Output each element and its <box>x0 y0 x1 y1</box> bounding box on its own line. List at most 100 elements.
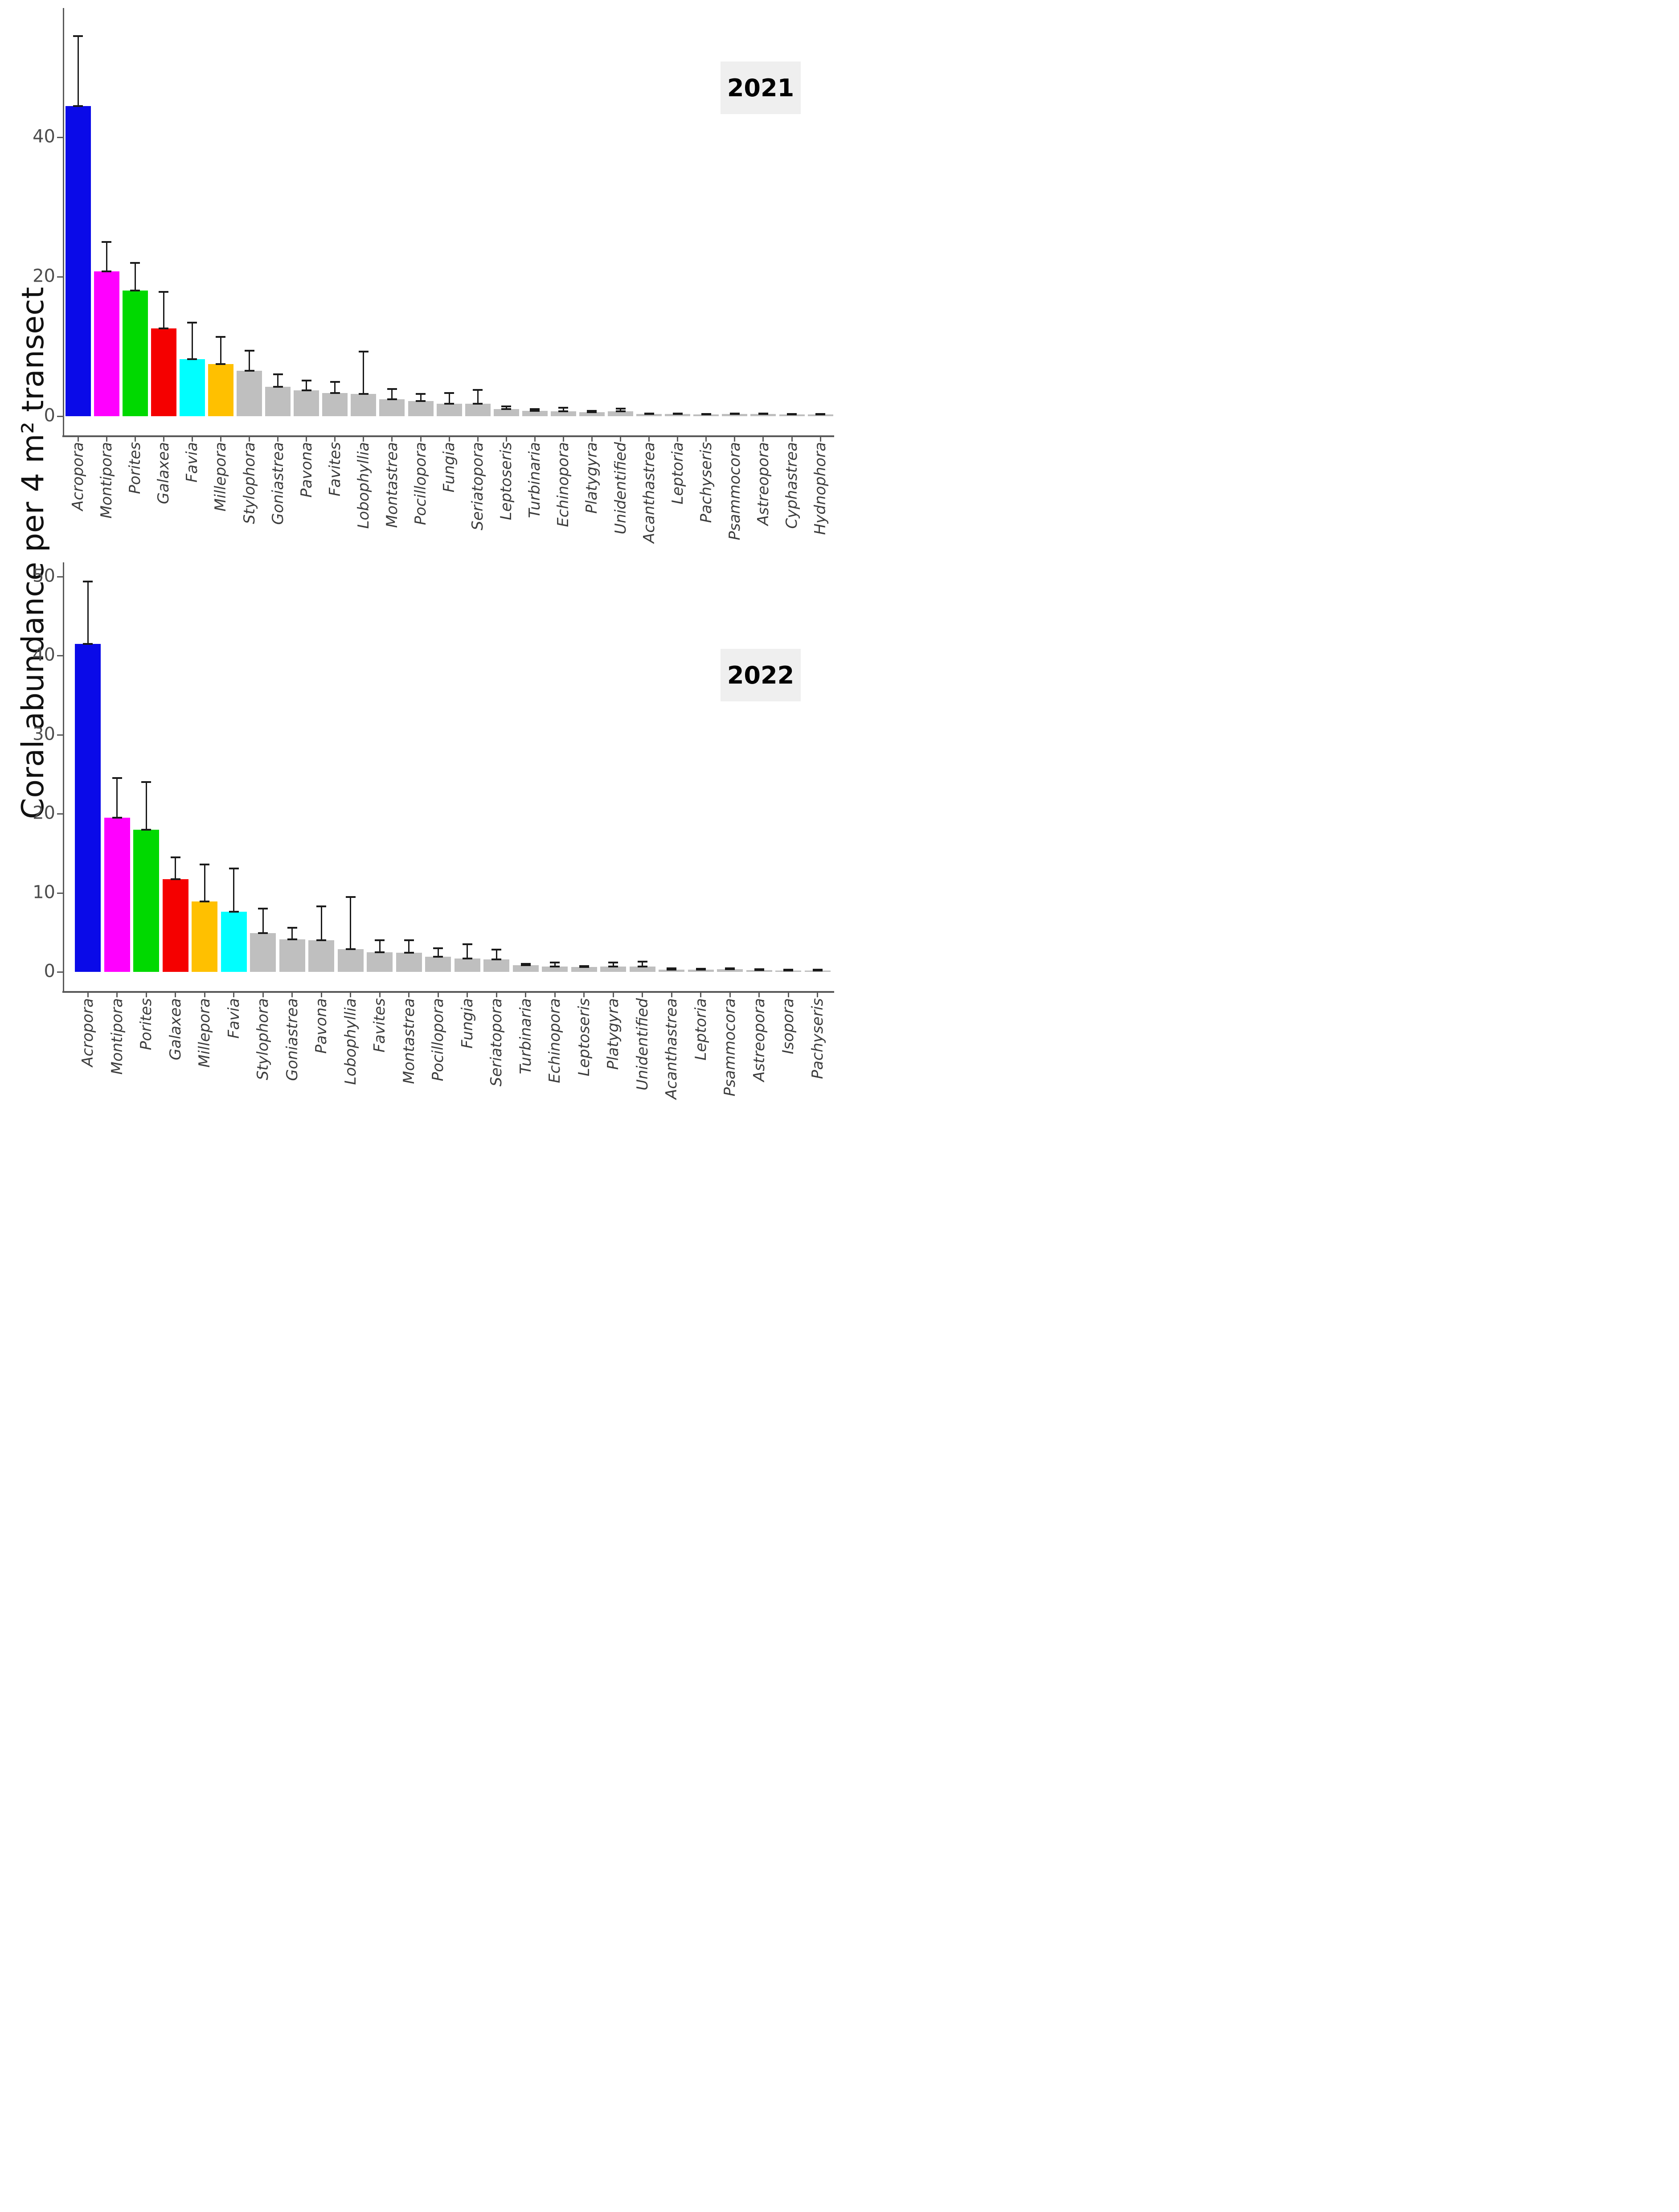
error-bar-cap-bottom-favia <box>229 911 239 913</box>
year-badge-2021: 2021 <box>721 61 801 114</box>
x-tick-pavona <box>320 993 322 997</box>
error-bar-line-unidentified <box>642 961 643 967</box>
y-tick-label: 0 <box>44 405 55 426</box>
x-tick-label-text-platygyra: Platygyra <box>583 442 601 514</box>
x-tick-label-text-favites: Favites <box>326 442 344 496</box>
bar-pavona <box>294 390 319 416</box>
error-bar-cap-bottom-fungia <box>462 957 472 959</box>
x-tick-pachyseris <box>705 437 707 442</box>
bar-montipora <box>94 271 119 416</box>
error-bar-cap-bottom-astreopora <box>758 413 768 415</box>
error-bar-line-unidentified <box>620 408 621 412</box>
x-tick-label-text-psammocora: Psammocora <box>725 442 744 541</box>
error-bar-line-lobophyllia <box>363 351 364 394</box>
x-tick-lobophyllia <box>350 993 351 997</box>
x-tick-turbinaria <box>534 437 536 442</box>
error-bar-cap-bottom-leptoria <box>672 413 683 415</box>
error-bar-line-goniastrea <box>291 927 293 940</box>
y-tick <box>57 971 63 973</box>
error-bar-cap-bottom-favites <box>375 951 385 953</box>
x-tick-label-text-goniastrea: Goniastrea <box>283 998 301 1081</box>
year-badge-2021-text: 2021 <box>727 74 794 102</box>
bar-lobophyllia <box>337 949 364 972</box>
bar-galaxea <box>151 328 176 416</box>
x-tick-label-text-pachyseris: Pachyseris <box>697 442 715 523</box>
error-bar-cap-bottom-lobophyllia <box>358 393 369 395</box>
x-tick-leptoseris <box>583 993 585 997</box>
x-tick-unidentified <box>642 993 643 997</box>
error-bar-line-lobophyllia <box>350 897 351 949</box>
error-bar-cap-bottom-turbinaria <box>520 964 531 966</box>
x-tick-echinopora <box>562 437 564 442</box>
bar-acropora <box>65 106 91 416</box>
bar-echinopora <box>542 966 568 972</box>
x-tick-millepora <box>220 437 221 442</box>
x-tick-favites <box>334 437 336 442</box>
error-bar-cap-top-stylophora <box>258 908 268 910</box>
x-tick-goniastrea <box>291 993 293 997</box>
x-tick-montastrea <box>391 437 393 442</box>
x-tick-stylophora <box>249 437 250 442</box>
y-tick-label: 40 <box>33 126 55 147</box>
x-tick-label-text-cyphastrea: Cyphastrea <box>783 442 801 529</box>
error-bar-cap-bottom-montipora <box>102 270 112 272</box>
x-tick-hydnophora <box>819 437 821 442</box>
bar-montastrea <box>396 953 422 972</box>
x-tick-turbinaria <box>525 993 526 997</box>
bar-acanthastrea <box>659 969 684 972</box>
bar-platygyra <box>600 966 626 972</box>
y-tick-label: 20 <box>33 266 55 287</box>
error-bar-cap-bottom-seriatopora <box>491 958 501 960</box>
x-tick-label-text-seriatopora: Seriatopora <box>469 442 487 531</box>
error-bar-line-stylophora <box>262 909 264 934</box>
error-bar-line-millepora <box>204 864 205 902</box>
error-bar-cap-bottom-platygyra <box>587 411 597 413</box>
bar-fungia <box>436 403 462 416</box>
bar-porites <box>122 291 148 416</box>
bar-fungia <box>454 958 480 972</box>
error-bar-cap-top-porites <box>130 262 140 264</box>
x-tick-pocillopora <box>420 437 422 442</box>
error-bar-cap-bottom-favites <box>330 392 340 394</box>
x-tick-label-text-leptoseris: Leptoseris <box>497 442 516 520</box>
error-bar-cap-top-platygyra <box>608 961 618 963</box>
error-bar-cap-bottom-cyphastrea <box>787 414 797 416</box>
x-tick-label-text-fungia: Fungia <box>458 998 476 1049</box>
error-bar-cap-bottom-porites <box>141 828 151 831</box>
error-bar-line-acropora <box>77 36 79 106</box>
error-bar-line-acropora <box>87 581 89 644</box>
x-tick-label-text-hydnophora: Hydnophora <box>811 442 830 535</box>
bar-acanthastrea <box>636 414 662 416</box>
error-bar-cap-top-fungia <box>444 392 454 394</box>
error-bar-line-pocillopora <box>420 393 422 401</box>
bar-favia <box>221 912 247 972</box>
error-bar-cap-bottom-echinopora <box>558 410 569 412</box>
x-tick-label-text-turbinaria: Turbinaria <box>526 442 544 518</box>
x-axis-line <box>62 991 834 993</box>
error-bar-cap-top-favia <box>187 322 197 324</box>
error-bar-line-pavona <box>320 906 322 941</box>
error-bar-cap-bottom-unidentified <box>615 410 626 412</box>
error-bar-line-favia <box>233 868 234 912</box>
error-bar-cap-bottom-seriatopora <box>473 402 483 405</box>
error-bar-cap-top-unidentified <box>637 960 647 963</box>
x-tick-label-text-millepora: Millepora <box>196 998 213 1068</box>
x-tick-label-text-montastrea: Montastrea <box>400 998 418 1084</box>
error-bar-cap-bottom-platygyra <box>608 965 618 967</box>
x-tick-label-text-unidentified: Unidentified <box>611 442 630 535</box>
x-tick-label-text-galaxea: Galaxea <box>155 442 173 504</box>
x-tick-pavona <box>306 437 307 442</box>
x-tick-label-text-favites: Favites <box>371 998 389 1053</box>
error-bar-cap-top-favites <box>330 381 340 383</box>
error-bar-line-platygyra <box>612 962 614 967</box>
x-tick-seriatopora <box>477 437 479 442</box>
error-bar-line-echinopora <box>562 408 564 411</box>
bar-unidentified <box>629 966 655 972</box>
error-bar-cap-top-acropora <box>83 580 93 582</box>
bar-seriatopora <box>465 403 491 416</box>
x-tick-cyphastrea <box>791 437 793 442</box>
bar-favia <box>179 359 205 416</box>
x-tick-porites <box>134 437 136 442</box>
error-bar-cap-bottom-unidentified <box>637 965 647 967</box>
y-tick <box>57 734 63 736</box>
